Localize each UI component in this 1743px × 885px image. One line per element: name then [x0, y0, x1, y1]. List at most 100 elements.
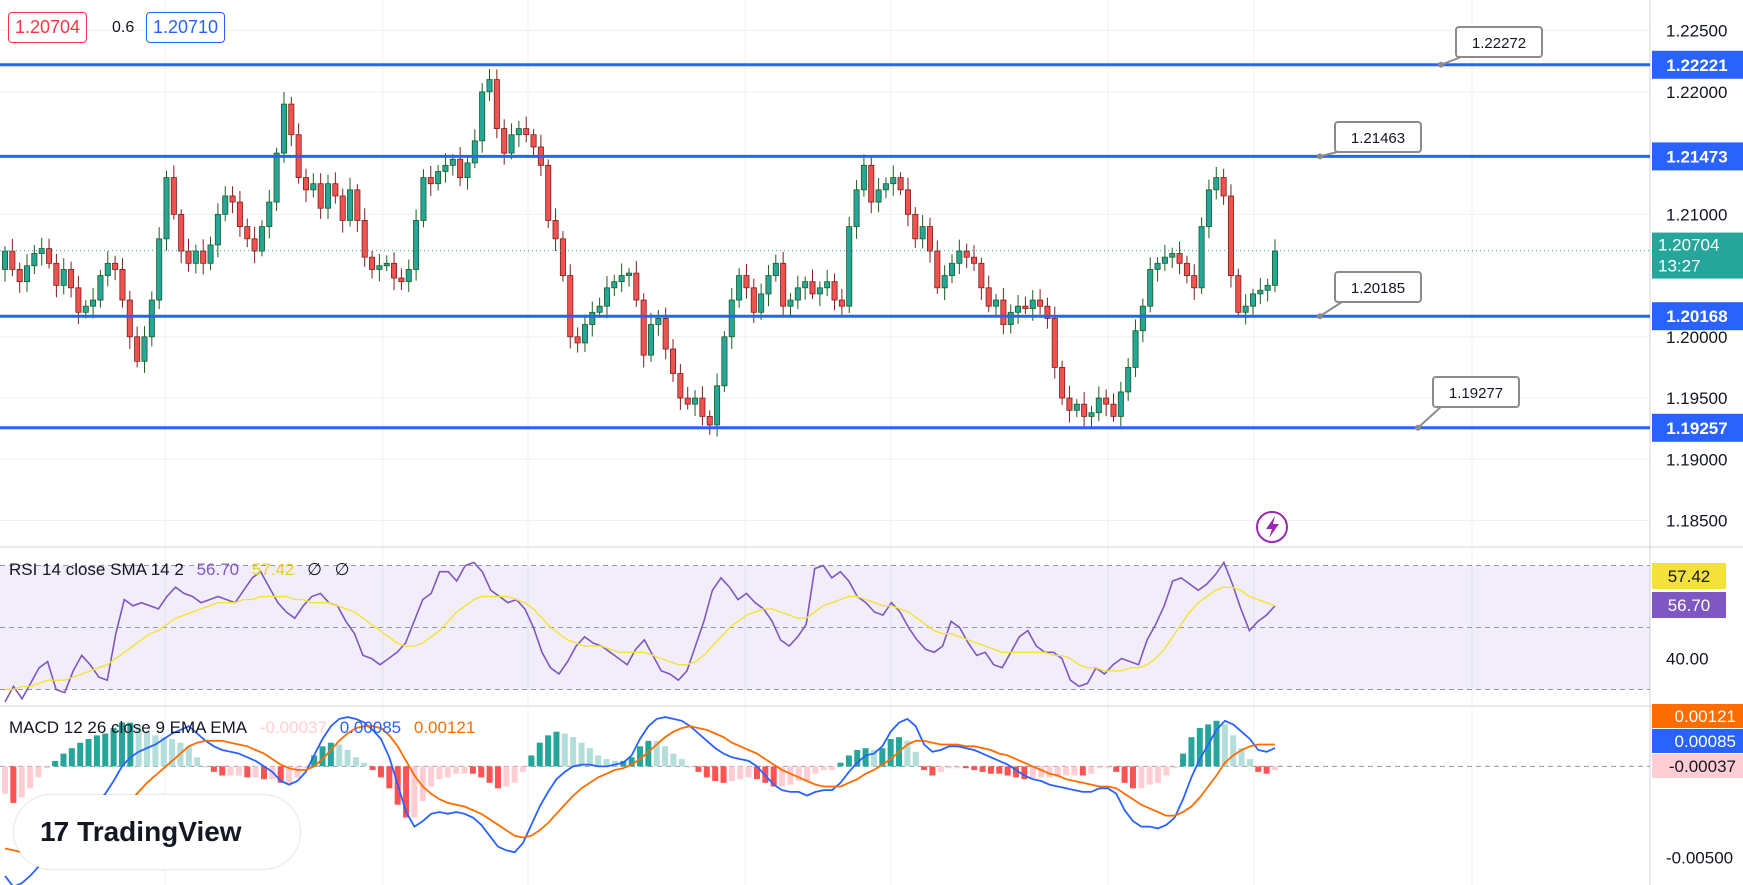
candle-body [890, 177, 897, 185]
rsi-value-tag-label: 57.42 [1668, 567, 1711, 586]
candle-body [787, 299, 794, 307]
macd-histogram-bar [971, 766, 978, 771]
candle-body [794, 287, 801, 301]
macd-histogram-bar [336, 744, 343, 767]
macd-histogram-bar [578, 742, 585, 767]
candle-body [1088, 412, 1095, 417]
candle-body [347, 189, 354, 221]
macd-histogram-bar [118, 722, 125, 767]
candle-body [750, 287, 757, 313]
candle-body [1000, 299, 1007, 325]
candle-body [369, 256, 376, 270]
candle-body [508, 134, 515, 154]
macd-histogram-bar [912, 751, 919, 767]
level-price-tag [1652, 50, 1743, 79]
macd-histogram-bar [570, 737, 577, 767]
candle-body [985, 287, 992, 307]
tradingview-logo[interactable]: 17 TradingView [14, 795, 300, 869]
candle-body [1191, 275, 1198, 289]
macd-histogram-bar [795, 766, 802, 781]
candle-body [1132, 330, 1139, 368]
macd-histogram-bar [377, 766, 384, 778]
macd-histogram-bar [561, 733, 568, 767]
macd-histogram-bar [545, 735, 552, 767]
candle-body [251, 238, 258, 252]
macd-histogram-bar [1012, 766, 1019, 778]
candle-body [625, 272, 632, 276]
rsi-legend-value: 56.70 [196, 560, 240, 579]
candle-body [325, 183, 332, 209]
macd-histogram-bar [870, 749, 877, 767]
candle-body [934, 250, 941, 289]
macd-histogram-bar [511, 766, 518, 783]
macd-histogram-bar [311, 755, 318, 767]
macd-value-tag-label: 0.00085 [1675, 732, 1736, 751]
ask-price-button[interactable]: 1.20710 [146, 12, 226, 43]
candle-body [758, 293, 765, 313]
candle-body [457, 158, 464, 178]
macd-histogram-bar [678, 759, 685, 767]
macd-histogram-bar [27, 766, 34, 789]
macd-value-tag-label: -0.00037 [1669, 757, 1736, 776]
candle-body [692, 397, 699, 405]
candle-body [413, 220, 420, 270]
macd-histogram-bar [737, 766, 744, 780]
macd-histogram-bar [169, 739, 176, 767]
macd-histogram-bar [110, 728, 117, 767]
macd-histogram-bar [436, 766, 443, 780]
macd-histogram-bar [753, 766, 760, 780]
macd-histogram-bar [745, 766, 752, 778]
macd-histogram-bar [2, 766, 8, 794]
macd-histogram-bar [1113, 766, 1120, 772]
candle-body [126, 299, 133, 338]
bid-price-button[interactable]: 1.20704 [8, 12, 88, 43]
rsi-series-line [4, 560, 1276, 703]
macd-value-tag-label: 0.00121 [1675, 707, 1736, 726]
candle-body [831, 281, 838, 301]
macd-histogram-bar [804, 766, 811, 781]
macd-histogram-bar [670, 753, 677, 767]
candle-body [956, 250, 963, 264]
candle-body [897, 177, 904, 191]
candle-body [332, 183, 339, 197]
candle-body [1059, 367, 1066, 399]
candle-body [236, 201, 243, 227]
candle-body [809, 281, 816, 295]
macd-legend[interactable]: MACD 12 26 close 9 EMA EMA -0.00037 0.00… [9, 718, 483, 738]
countdown-timer-label: 13:27 [1658, 257, 1701, 276]
candle-body [530, 134, 537, 148]
macd-histogram-bar [18, 766, 25, 798]
candle-body [9, 250, 16, 270]
macd-histogram-bar [486, 766, 493, 783]
candle-body [185, 250, 192, 264]
candle-body [280, 103, 287, 154]
candle-body [1198, 226, 1205, 289]
candle-body [104, 262, 111, 276]
callout-box [1455, 26, 1543, 58]
macd-histogram-bar [1096, 766, 1103, 769]
candle-body [978, 262, 985, 289]
candle-body [1081, 403, 1088, 417]
macd-histogram-bar [854, 749, 861, 767]
macd-histogram-bar [837, 762, 844, 767]
candle-body [838, 299, 845, 307]
macd-histogram-bar [102, 733, 109, 767]
macd-histogram-bar [93, 735, 100, 767]
macd-histogram-bar [85, 739, 92, 767]
candle-body [1066, 397, 1073, 411]
callout-pointer [1417, 404, 1444, 429]
macd-histogram-bar [327, 742, 334, 767]
rsi-legend[interactable]: RSI 14 close SMA 14 2 56.70 57.42 ∅ ∅ [9, 560, 357, 580]
candle-body [728, 299, 735, 338]
macd-histogram-bar [160, 737, 167, 767]
macd-histogram-bar [553, 731, 560, 767]
callout-label: 1.22272 [1472, 35, 1526, 52]
candle-body [662, 318, 669, 350]
macd-histogram-bar [1129, 766, 1136, 789]
macd-histogram-bar [35, 766, 42, 778]
macd-histogram-bar [60, 753, 67, 767]
candle-body [1095, 397, 1102, 414]
candle-body [736, 275, 743, 301]
macd-histogram-bar [302, 766, 309, 769]
